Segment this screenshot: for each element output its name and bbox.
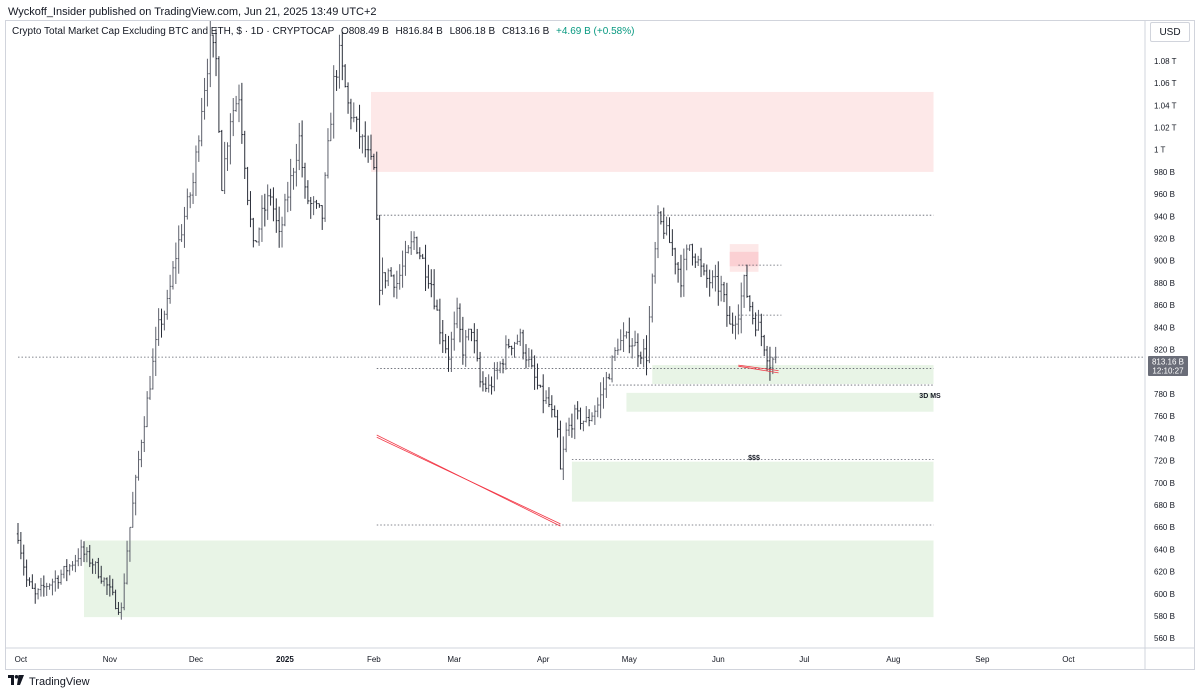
x-tick-label: Aug [886,655,900,664]
demand-zone [571,461,934,502]
currency-selector[interactable]: USD [1150,22,1190,42]
ohlc-bars-layer [16,21,777,620]
supply-zone [371,91,934,172]
x-tick-label: Mar [447,655,461,664]
y-tick-label: 1.04 T [1154,101,1177,110]
y-tick-label: 960 B [1154,190,1175,199]
y-tick-label: 880 B [1154,279,1175,288]
levels-layer [18,214,1144,526]
last-price-tag-bg [1148,356,1188,376]
y-tick-label: 620 B [1154,568,1175,577]
y-tick-label: 720 B [1154,457,1175,466]
chart-frame [5,20,1195,670]
y-tick-label: 660 B [1154,523,1175,532]
liquidity-label: $$$ [748,455,760,462]
x-tick-label: 2025 [276,655,294,664]
y-tick-label: 940 B [1154,212,1175,221]
tradingview-logo-icon [8,675,24,688]
y-tick-label: 640 B [1154,545,1175,554]
symbol-title: Crypto Total Market Cap Excluding BTC an… [12,26,335,37]
trendlines-layer [376,364,779,527]
y-tick-label: 760 B [1154,412,1175,421]
ms-label: 3D MS [919,393,941,400]
last-price-tag: 813.16 B 12:10:27 [1148,356,1188,376]
y-tick-label: 740 B [1154,434,1175,443]
x-tick-label: Jul [799,655,809,664]
bar-countdown: 12:10:27 [1152,367,1184,376]
y-tick-label: 700 B [1154,479,1175,488]
last-price-value: 813.16 B [1152,358,1184,367]
y-tick-label: 1.08 T [1154,57,1177,66]
tradingview-logo-svg [8,675,24,685]
y-tick-label: 860 B [1154,301,1175,310]
ohlc-low: L806.18 B [449,26,496,37]
ohlc-open: O808.49 B [340,26,389,37]
x-tick-label: May [622,655,637,664]
y-tick-label: 560 B [1154,634,1175,643]
footer-brand-text: TradingView [29,675,90,688]
x-tick-label: Nov [103,655,117,664]
demand-zone [84,540,934,618]
publisher-line: Wyckoff_Insider published on TradingView… [8,6,377,18]
y-tick-label: 820 B [1154,346,1175,355]
annotation-labels-layer: 3D MS $$$ [748,393,941,462]
y-tick-label: 840 B [1154,323,1175,332]
trendline [738,365,779,374]
demand-zone [626,392,934,412]
footer-brand[interactable]: TradingView [8,675,90,688]
supply-strong-zone [729,251,759,267]
x-tick-label: Oct [15,655,28,664]
x-tick-label: Feb [367,655,381,664]
y-tick-label: 580 B [1154,612,1175,621]
symbol-legend[interactable]: Crypto Total Market Cap Excluding BTC an… [12,26,634,37]
y-tick-label: 1.06 T [1154,79,1177,88]
zones-layer [84,91,934,618]
x-tick-label: Dec [189,655,203,664]
y-tick-label: 600 B [1154,590,1175,599]
x-tick-label: Jun [712,655,725,664]
y-tick-label: 780 B [1154,390,1175,399]
x-tick-label: Sep [975,655,990,664]
demand-zone [652,365,934,384]
y-tick-label: 900 B [1154,257,1175,266]
trendline [738,364,779,372]
ohlc-high: H816.84 B [395,26,443,37]
y-tick-label: 680 B [1154,501,1175,510]
x-tick-label: Apr [537,655,550,664]
x-tick-label: Oct [1062,655,1075,664]
trendline [376,436,561,525]
y-tick-label: 920 B [1154,235,1175,244]
time-axis[interactable]: Oct Nov Dec 2025 Feb Mar Apr May Jun Jul Aug Sep Oct [15,655,1076,664]
y-tick-label: 1.02 T [1154,123,1177,132]
y-tick-label: 980 B [1154,168,1175,177]
ohlc-change: +4.69 B (+0.58%) [556,26,635,37]
y-tick-label: 1 T [1154,146,1166,155]
ohlc-close: C813.16 B [501,26,550,37]
